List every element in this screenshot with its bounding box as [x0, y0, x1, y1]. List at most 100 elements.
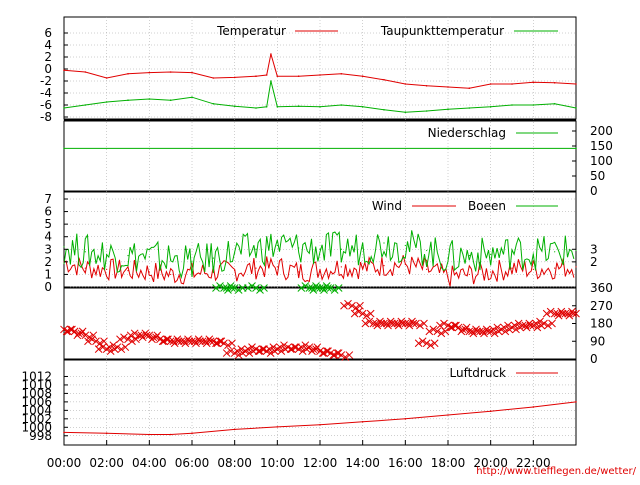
- pressure-tick-label: 1010: [21, 378, 52, 392]
- temp-series-1-point: [276, 106, 279, 108]
- temp-series-0-point: [63, 69, 65, 71]
- dir-marker-0: [440, 319, 448, 328]
- dir-marker-0: [390, 319, 399, 328]
- dir-marker-1: [330, 286, 339, 294]
- pressure-tick-label: 1000: [21, 420, 52, 434]
- wind-series-1-point: [554, 251, 556, 253]
- dir-marker-0: [237, 345, 246, 353]
- wind-series-1-point: [63, 246, 65, 248]
- dir-marker-0: [81, 331, 90, 340]
- dir-marker-1: [222, 284, 231, 292]
- temp-series-1-point: [447, 108, 449, 110]
- temp-series-0-point: [233, 76, 236, 79]
- wind-series-1-point: [404, 244, 406, 247]
- wind-series-1-point: [276, 244, 278, 247]
- dir-marker-1: [226, 282, 235, 290]
- wind-series-0-point: [276, 266, 278, 268]
- pressure-series-0-point: [169, 433, 172, 436]
- wind-series-1-point: [383, 242, 385, 244]
- pressure-tick-label: 1008: [21, 386, 52, 400]
- dir-marker-1: [301, 282, 310, 290]
- dir-marker-0: [382, 319, 391, 328]
- dir-marker-0: [416, 321, 424, 330]
- dir-marker-0: [422, 339, 431, 348]
- temp-series-0-point: [270, 53, 272, 55]
- temp-series-0-point: [319, 74, 321, 76]
- temp-series-1-point: [404, 111, 407, 113]
- wind-series-0-point: [298, 271, 300, 273]
- dir-marker-0: [94, 345, 103, 353]
- dir-marker-0: [568, 307, 576, 316]
- x-tick-label: 02:00: [89, 456, 124, 470]
- dir-marker-0: [504, 321, 512, 330]
- wind-series-1-point: [575, 249, 577, 252]
- dir-marker-0: [134, 331, 143, 340]
- temp-series-1-point: [169, 99, 172, 101]
- dir-marker-0: [420, 319, 428, 328]
- dir-marker-0: [228, 339, 236, 348]
- dir-marker-0: [173, 335, 182, 344]
- dir-marker-0: [561, 309, 570, 318]
- x-tick-label: 16:00: [388, 456, 423, 470]
- pressure-series-0-point: [63, 431, 65, 434]
- dir-marker-0: [305, 343, 314, 352]
- x-tick-label: 08:00: [217, 456, 252, 470]
- temp-series-1-point: [105, 101, 108, 103]
- dir-marker-0: [301, 341, 310, 350]
- dir-marker-0: [540, 319, 548, 328]
- wind-series-1-point: [148, 256, 150, 258]
- temp-series-0-point: [447, 86, 449, 88]
- dir-marker-0: [116, 335, 124, 344]
- dir-marker-0: [412, 319, 420, 328]
- dir-marker-0: [77, 329, 86, 338]
- dir-marker-1: [256, 286, 264, 294]
- dir-marker-1: [216, 282, 224, 290]
- legend-temperatur-label: Temperatur: [216, 24, 286, 38]
- temp-series-1-point: [84, 104, 87, 106]
- legend-boeen-label: Boeen: [468, 199, 506, 213]
- dir-marker-0: [472, 325, 480, 334]
- dir-marker-0: [354, 307, 363, 316]
- wind-series-1-point: [298, 247, 300, 249]
- temp-series-1-point: [425, 110, 428, 112]
- temp-series-0-point: [468, 87, 471, 89]
- wind-right-tick-label: 3: [590, 242, 598, 256]
- dir-marker-1: [234, 286, 243, 294]
- dir-marker-0: [341, 353, 350, 361]
- pressure-tick-label: 1006: [21, 395, 52, 409]
- dir-marker-0: [269, 343, 278, 351]
- temp-series-0-point: [511, 83, 513, 85]
- temp-tick-label: 4: [44, 38, 52, 52]
- temp-series-1-point: [361, 106, 364, 108]
- dir-marker-0: [344, 299, 352, 308]
- dir-marker-0: [476, 327, 484, 336]
- pressure-tick-label: 1002: [21, 412, 52, 426]
- dir-marker-0: [128, 337, 136, 346]
- dir-marker-0: [408, 317, 416, 326]
- x-tick-label: 04:00: [132, 456, 167, 470]
- pressure-tick-label: 1012: [21, 369, 52, 383]
- pressure-series-0-point: [319, 423, 321, 426]
- temp-series-0-point: [265, 74, 268, 76]
- wind-series-1-point: [106, 253, 108, 255]
- pressure-tick-label: 998: [29, 429, 52, 443]
- dir-marker-0: [393, 319, 402, 328]
- wind-series-0-point: [532, 268, 534, 270]
- dir-marker-1: [318, 284, 327, 292]
- wind-series-1-point: [170, 258, 172, 260]
- dir-marker-0: [365, 317, 374, 326]
- temp-series-0-point: [404, 83, 407, 85]
- wind-series-0-point: [404, 263, 406, 265]
- legend-taupunkt-label: Taupunkttemperatur: [380, 24, 504, 38]
- wind-series-1-point: [127, 254, 129, 257]
- temp-series-0-point: [361, 75, 364, 77]
- dir-marker-0: [457, 327, 466, 336]
- dir-marker-0: [201, 337, 210, 346]
- dir-marker-0: [564, 309, 572, 318]
- dir-marker-0: [117, 345, 126, 354]
- wind-series-1-point: [511, 251, 513, 253]
- dir-marker-0: [109, 341, 118, 350]
- dir-marker-0: [542, 309, 551, 318]
- dir-marker-0: [184, 335, 192, 344]
- dir-marker-0: [124, 335, 132, 344]
